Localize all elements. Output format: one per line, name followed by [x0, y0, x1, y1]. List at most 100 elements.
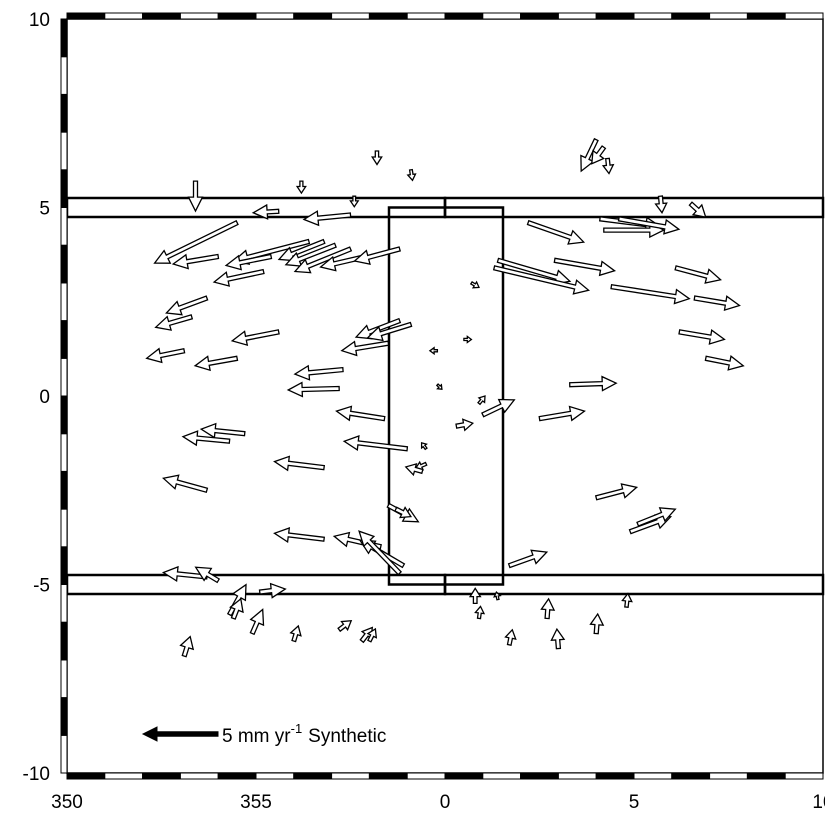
vectors	[145, 137, 745, 658]
velocity-vector	[674, 265, 722, 284]
frame-segment	[444, 772, 484, 780]
velocity-vector	[229, 597, 244, 620]
velocity-vector	[493, 591, 502, 601]
velocity-vector	[293, 246, 353, 274]
frame-segment	[60, 320, 68, 359]
velocity-vector	[179, 635, 195, 658]
frame-segment	[482, 12, 522, 20]
velocity-vector	[302, 210, 352, 227]
fault-block	[387, 206, 505, 586]
frame-segment	[217, 12, 257, 20]
velocity-vector	[553, 257, 617, 277]
velocity-vector	[358, 530, 403, 576]
velocity-vector	[550, 627, 566, 650]
frame-segment	[293, 12, 333, 20]
frame-segment	[142, 12, 181, 20]
velocity-vector	[428, 346, 439, 356]
x-tick-label: 5	[629, 792, 640, 813]
frame-segment	[406, 772, 446, 780]
velocity-vector	[258, 582, 287, 599]
velocity-vector	[289, 624, 302, 643]
velocity-vector	[538, 405, 586, 422]
velocity-vector	[212, 268, 265, 287]
velocity-vector	[688, 201, 707, 219]
fault-geometry	[65, 196, 825, 596]
frame-segment	[482, 772, 522, 780]
velocity-vector	[199, 422, 246, 439]
velocity-vector	[366, 321, 413, 342]
velocity-vector	[406, 168, 417, 182]
frame-segment	[60, 18, 68, 58]
frame-segment	[746, 12, 786, 20]
velocity-vector	[277, 238, 326, 262]
velocity-vector	[251, 203, 280, 220]
frame-segment	[60, 207, 68, 246]
frame-segment	[60, 395, 68, 435]
frame-segment	[255, 772, 295, 780]
frame-segment	[709, 772, 748, 780]
frame-segment	[671, 12, 711, 20]
frame-segment	[60, 131, 68, 171]
velocity-vector	[526, 219, 586, 245]
frame-segment	[633, 12, 673, 20]
velocity-vector	[359, 626, 374, 644]
frame-segment	[444, 12, 484, 20]
frame-segment	[331, 772, 370, 780]
velocity-vector	[162, 474, 209, 493]
velocity-vector	[371, 150, 383, 166]
frame-segment	[60, 470, 68, 510]
frame-segment	[60, 357, 68, 397]
frame-segment	[60, 169, 68, 209]
frame-segment	[331, 12, 370, 20]
velocity-vector	[224, 253, 273, 271]
velocity-vector	[463, 335, 473, 344]
velocity-vector	[353, 246, 402, 265]
frame-segment	[66, 12, 106, 20]
y-tick-label: 0	[39, 387, 50, 408]
frame-segment	[179, 12, 219, 20]
velocity-vector	[469, 280, 480, 289]
velocity-vector	[580, 137, 599, 173]
x-tick-label: 0	[440, 792, 451, 813]
velocity-vector	[165, 295, 209, 316]
frame-segment	[557, 772, 597, 780]
frame-segment	[60, 734, 68, 774]
velocity-vector	[601, 157, 615, 175]
frame-segment	[104, 772, 144, 780]
velocity-vector	[481, 398, 516, 418]
velocity-vector	[591, 145, 607, 165]
frame-segment	[60, 659, 68, 699]
velocity-vector	[273, 527, 326, 544]
velocity-vector	[598, 216, 662, 233]
frame-segment	[784, 12, 824, 20]
velocity-vector	[610, 283, 691, 305]
velocity-vector	[171, 253, 220, 270]
legend: 5 mm yr-1 Synthetic	[141, 721, 386, 747]
frame-segment	[60, 56, 68, 95]
map-frame	[66, 18, 824, 774]
frame-segment	[368, 772, 408, 780]
velocity-vector	[295, 180, 307, 195]
velocity-vector	[153, 219, 239, 264]
frame-segment	[60, 282, 68, 322]
frame-segment	[60, 546, 68, 585]
velocity-vector	[504, 628, 517, 646]
velocity-vector	[617, 216, 681, 235]
x-tick-label: 350	[51, 792, 83, 813]
frame-segment	[60, 621, 68, 661]
velocity-vector	[340, 340, 390, 357]
velocity-vector	[540, 597, 556, 620]
velocity-vector	[337, 619, 353, 633]
velocity-vector	[435, 383, 443, 390]
frame-segment	[709, 12, 748, 20]
frame-segment	[66, 772, 106, 780]
x-tick-label: 10	[812, 792, 825, 813]
velocity-vector	[621, 592, 633, 609]
frame-segment	[406, 12, 446, 20]
frame-segment	[60, 697, 68, 736]
frame-segment	[60, 508, 68, 548]
frame-segment	[60, 93, 68, 133]
velocity-vector	[420, 441, 428, 451]
velocity-vector	[474, 605, 486, 620]
